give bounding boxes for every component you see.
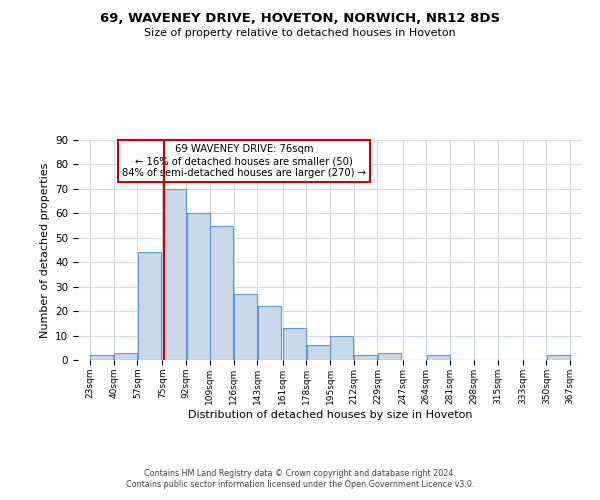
Bar bbox=[283, 328, 306, 360]
Bar bbox=[331, 336, 353, 360]
Bar bbox=[187, 214, 209, 360]
Bar bbox=[258, 306, 281, 360]
Y-axis label: Number of detached properties: Number of detached properties bbox=[40, 162, 50, 338]
Text: 69 WAVENEY DRIVE: 76sqm
← 16% of detached houses are smaller (50)
84% of semi-de: 69 WAVENEY DRIVE: 76sqm ← 16% of detache… bbox=[122, 144, 367, 178]
Bar bbox=[378, 352, 401, 360]
Bar bbox=[210, 226, 233, 360]
Text: 69, WAVENEY DRIVE, HOVETON, NORWICH, NR12 8DS: 69, WAVENEY DRIVE, HOVETON, NORWICH, NR1… bbox=[100, 12, 500, 26]
Bar bbox=[163, 189, 186, 360]
Bar bbox=[137, 252, 161, 360]
Bar bbox=[307, 346, 329, 360]
Text: Contains public sector information licensed under the Open Government Licence v3: Contains public sector information licen… bbox=[126, 480, 474, 489]
Bar bbox=[427, 355, 450, 360]
Bar bbox=[114, 352, 137, 360]
Text: Contains HM Land Registry data © Crown copyright and database right 2024.: Contains HM Land Registry data © Crown c… bbox=[144, 468, 456, 477]
Bar bbox=[547, 355, 570, 360]
Bar bbox=[90, 355, 113, 360]
Text: Size of property relative to detached houses in Hoveton: Size of property relative to detached ho… bbox=[144, 28, 456, 38]
Bar bbox=[234, 294, 257, 360]
Bar bbox=[354, 355, 377, 360]
X-axis label: Distribution of detached houses by size in Hoveton: Distribution of detached houses by size … bbox=[188, 410, 472, 420]
